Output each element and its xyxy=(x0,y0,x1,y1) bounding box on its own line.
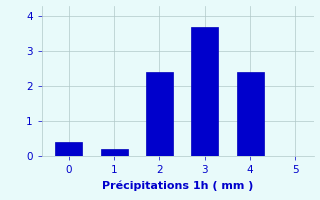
Bar xyxy=(236,72,264,156)
X-axis label: Précipitations 1h ( mm ): Précipitations 1h ( mm ) xyxy=(102,181,253,191)
Bar xyxy=(55,142,83,156)
Bar xyxy=(100,149,128,156)
Bar xyxy=(146,72,173,156)
Bar xyxy=(191,27,218,156)
